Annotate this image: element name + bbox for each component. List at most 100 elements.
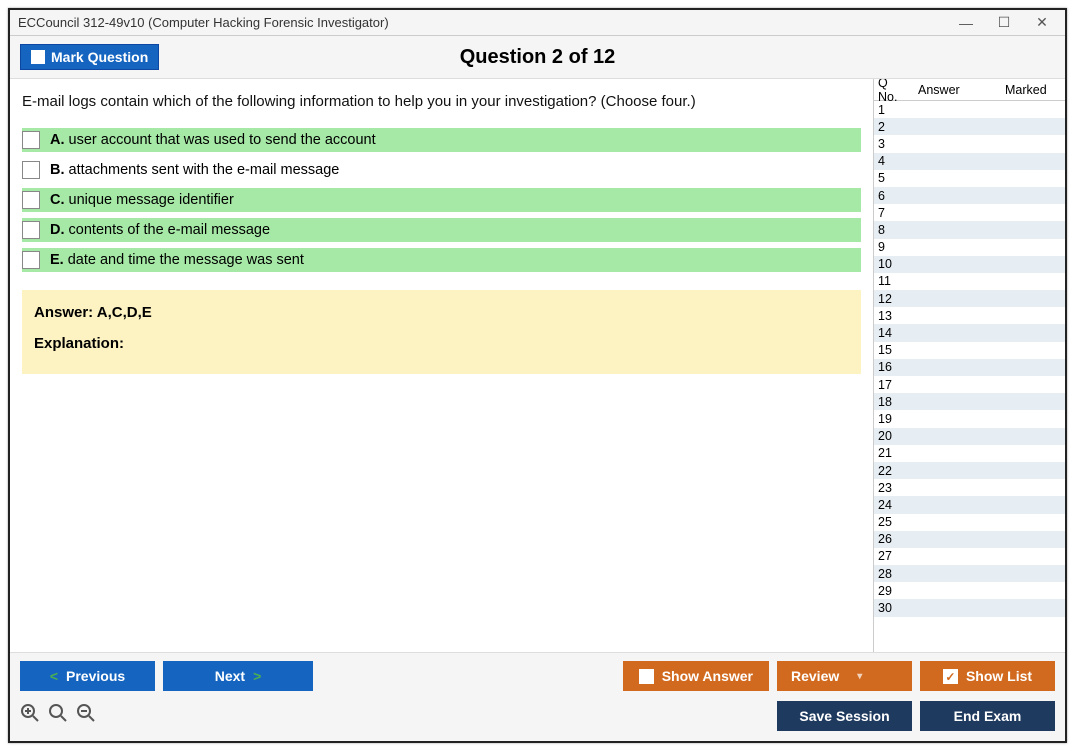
- question-list-row[interactable]: 16: [874, 359, 1065, 376]
- show-answer-button[interactable]: Show Answer: [623, 661, 769, 691]
- show-list-button[interactable]: Show List: [920, 661, 1055, 691]
- option-label: E. date and time the message was sent: [48, 250, 306, 270]
- question-list-row[interactable]: 29: [874, 582, 1065, 599]
- question-list-row[interactable]: 17: [874, 376, 1065, 393]
- answer-box: Answer: A,C,D,E Explanation:: [22, 290, 861, 374]
- option-checkbox[interactable]: [22, 131, 40, 149]
- question-list-row[interactable]: 22: [874, 462, 1065, 479]
- question-counter: Question 2 of 12: [10, 46, 1065, 69]
- option-row[interactable]: C. unique message identifier: [22, 188, 861, 212]
- zoom-out-icon[interactable]: [76, 703, 96, 729]
- option-row[interactable]: D. contents of the e-mail message: [22, 218, 861, 242]
- row-qno: 3: [874, 137, 914, 151]
- option-row[interactable]: A. user account that was used to send th…: [22, 128, 861, 152]
- question-list-row[interactable]: 12: [874, 290, 1065, 307]
- question-list-row[interactable]: 8: [874, 221, 1065, 238]
- col-answer: Answer: [914, 81, 1001, 99]
- option-letter: D.: [50, 222, 69, 238]
- question-list-row[interactable]: 13: [874, 307, 1065, 324]
- question-list-header: Q No. Answer Marked: [874, 79, 1065, 101]
- row-qno: 7: [874, 206, 914, 220]
- app-window: ECCouncil 312-49v10 (Computer Hacking Fo…: [8, 8, 1067, 743]
- question-list-row[interactable]: 20: [874, 428, 1065, 445]
- row-qno: 26: [874, 532, 914, 546]
- option-letter: E.: [50, 252, 68, 268]
- question-list-row[interactable]: 9: [874, 239, 1065, 256]
- question-list-row[interactable]: 3: [874, 135, 1065, 152]
- question-list-row[interactable]: 11: [874, 273, 1065, 290]
- mark-question-button[interactable]: Mark Question: [20, 44, 159, 70]
- footer-row-2: Save Session End Exam: [20, 701, 1055, 731]
- question-list-row[interactable]: 10: [874, 256, 1065, 273]
- next-label: Next: [215, 668, 245, 684]
- question-list-row[interactable]: 15: [874, 342, 1065, 359]
- row-qno: 13: [874, 309, 914, 323]
- row-qno: 20: [874, 429, 914, 443]
- question-list-row[interactable]: 25: [874, 514, 1065, 531]
- row-qno: 12: [874, 292, 914, 306]
- chevron-left-icon: <: [50, 668, 58, 684]
- zoom-reset-icon[interactable]: [48, 703, 68, 729]
- option-checkbox[interactable]: [22, 221, 40, 239]
- review-label: Review: [791, 668, 839, 684]
- option-letter: B.: [50, 162, 69, 178]
- show-list-label: Show List: [966, 668, 1032, 684]
- option-checkbox[interactable]: [22, 251, 40, 269]
- save-session-button[interactable]: Save Session: [777, 701, 912, 731]
- row-qno: 28: [874, 567, 914, 581]
- question-list-row[interactable]: 1: [874, 101, 1065, 118]
- maximize-button[interactable]: ☐: [985, 11, 1023, 35]
- chevron-down-icon: ▾: [857, 671, 862, 682]
- next-button[interactable]: Next >: [163, 661, 313, 691]
- previous-button[interactable]: < Previous: [20, 661, 155, 691]
- footer: < Previous Next > Show Answer Review ▾ S…: [10, 652, 1065, 741]
- row-qno: 2: [874, 120, 914, 134]
- window-controls: — ☐ ✕: [947, 11, 1061, 35]
- show-list-checkbox-icon: [943, 669, 958, 684]
- titlebar: ECCouncil 312-49v10 (Computer Hacking Fo…: [10, 10, 1065, 36]
- option-label: C. unique message identifier: [48, 190, 236, 210]
- question-list-row[interactable]: 21: [874, 445, 1065, 462]
- review-button[interactable]: Review ▾: [777, 661, 912, 691]
- question-list-row[interactable]: 14: [874, 324, 1065, 341]
- row-qno: 6: [874, 189, 914, 203]
- option-checkbox[interactable]: [22, 161, 40, 179]
- option-row[interactable]: E. date and time the message was sent: [22, 248, 861, 272]
- question-list-row[interactable]: 28: [874, 565, 1065, 582]
- option-checkbox[interactable]: [22, 191, 40, 209]
- mark-checkbox-icon: [31, 50, 45, 64]
- question-list-row[interactable]: 7: [874, 204, 1065, 221]
- end-exam-label: End Exam: [954, 708, 1022, 724]
- question-panel: E-mail logs contain which of the followi…: [10, 79, 873, 652]
- question-list-row[interactable]: 26: [874, 531, 1065, 548]
- question-list-row[interactable]: 4: [874, 153, 1065, 170]
- question-list-panel: Q No. Answer Marked 12345678910111213141…: [873, 79, 1065, 652]
- save-session-label: Save Session: [799, 708, 889, 724]
- question-list-row[interactable]: 2: [874, 118, 1065, 135]
- question-list-row[interactable]: 19: [874, 410, 1065, 427]
- close-button[interactable]: ✕: [1023, 11, 1061, 35]
- option-text: attachments sent with the e-mail message: [69, 162, 340, 178]
- question-list-row[interactable]: 6: [874, 187, 1065, 204]
- header-bar: Mark Question Question 2 of 12: [10, 36, 1065, 79]
- question-list-rows[interactable]: 1234567891011121314151617181920212223242…: [874, 101, 1065, 652]
- row-qno: 23: [874, 481, 914, 495]
- question-list-row[interactable]: 5: [874, 170, 1065, 187]
- question-list-row[interactable]: 18: [874, 393, 1065, 410]
- option-text: user account that was used to send the a…: [69, 132, 376, 148]
- row-qno: 18: [874, 395, 914, 409]
- row-qno: 30: [874, 601, 914, 615]
- minimize-button[interactable]: —: [947, 11, 985, 35]
- row-qno: 4: [874, 154, 914, 168]
- question-list-row[interactable]: 30: [874, 599, 1065, 616]
- footer-row-1: < Previous Next > Show Answer Review ▾ S…: [20, 661, 1055, 691]
- row-qno: 5: [874, 171, 914, 185]
- option-row[interactable]: B. attachments sent with the e-mail mess…: [22, 158, 861, 182]
- zoom-controls: [20, 703, 96, 729]
- end-exam-button[interactable]: End Exam: [920, 701, 1055, 731]
- question-list-row[interactable]: 27: [874, 548, 1065, 565]
- zoom-in-icon[interactable]: [20, 703, 40, 729]
- show-answer-checkbox-icon: [639, 669, 654, 684]
- question-list-row[interactable]: 23: [874, 479, 1065, 496]
- question-list-row[interactable]: 24: [874, 496, 1065, 513]
